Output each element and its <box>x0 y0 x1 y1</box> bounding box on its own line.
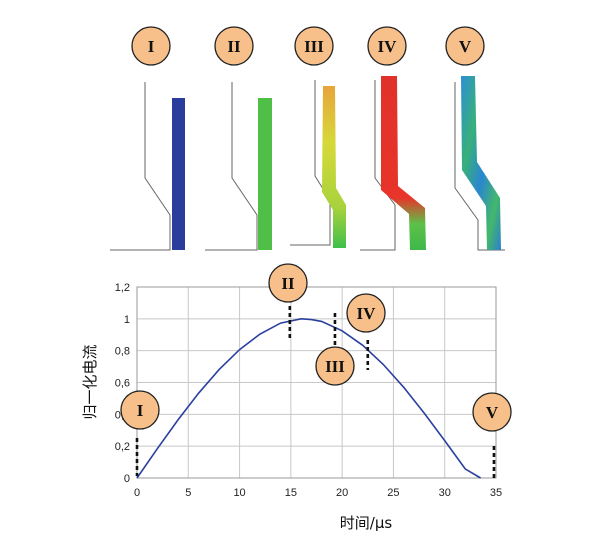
badge-circle <box>294 26 334 66</box>
y-tick-label: 0,6 <box>115 378 130 390</box>
x-tick-label: 20 <box>336 487 348 499</box>
chart-badge-iii: III <box>315 346 355 386</box>
x-axis-title: 时间/μs <box>340 514 393 532</box>
badge-circle <box>214 26 254 66</box>
stage-badge-ii: II <box>214 26 254 66</box>
badge-label: I <box>148 37 155 56</box>
panel-ii <box>205 82 272 251</box>
badge-label: V <box>486 403 499 422</box>
y-tick-label: 0,8 <box>115 346 130 358</box>
stage-badge-v: V <box>445 26 485 66</box>
y-tick-labels: 00,20,40,60,811,2 <box>115 282 130 485</box>
badge-circle <box>346 293 386 333</box>
badge-circle <box>367 26 407 66</box>
y-axis-title: 归一化电流 <box>81 344 99 419</box>
x-tick-label: 0 <box>134 487 140 499</box>
x-tick-label: 25 <box>387 487 399 499</box>
badge-label: I <box>137 401 144 420</box>
x-tick-label: 10 <box>233 487 245 499</box>
stage-badge-i: I <box>131 26 171 66</box>
chart-badge-i: I <box>120 390 160 430</box>
badge-label: III <box>304 37 324 56</box>
x-tick-label: 35 <box>490 487 502 499</box>
stage-badge-iii: III <box>294 26 334 66</box>
badge-circle <box>268 263 308 303</box>
stage-badge-iv: IV <box>367 26 407 66</box>
x-tick-labels: 0 5 10 15 20 25 30 35 <box>134 487 502 499</box>
panel-iv <box>360 76 426 251</box>
panel-v <box>454 76 505 251</box>
badge-circle <box>445 26 485 66</box>
badge-label: V <box>459 37 472 56</box>
series-line <box>136 317 482 479</box>
plot-frame <box>136 286 497 479</box>
chart-badge-v: V <box>472 392 512 432</box>
x-tick-label: 30 <box>439 487 451 499</box>
chart-grid <box>136 286 497 479</box>
y-tick-label: 1,2 <box>115 282 130 294</box>
y-tick-label: 0 <box>124 473 130 485</box>
badge-circle <box>315 346 355 386</box>
badge-circle <box>120 390 160 430</box>
x-tick-label: 5 <box>185 487 191 499</box>
chart-badge-ii: II <box>268 263 308 303</box>
badge-circle <box>472 392 512 432</box>
badge-label: IV <box>378 37 398 56</box>
x-tick-label: 15 <box>285 487 297 499</box>
panel-i <box>110 82 185 251</box>
y-tick-label: 0,2 <box>115 441 130 453</box>
badge-label: III <box>325 357 345 376</box>
chart-badge-iv: IV <box>346 293 386 333</box>
badge-label: II <box>227 37 241 56</box>
panel-iii <box>290 80 346 248</box>
badge-label: II <box>281 274 295 293</box>
top-badges: I II III IV V <box>131 26 485 66</box>
y-tick-label: 1 <box>124 314 130 326</box>
badge-circle <box>131 26 171 66</box>
badge-label: IV <box>357 304 377 323</box>
simulation-panels <box>110 76 505 251</box>
